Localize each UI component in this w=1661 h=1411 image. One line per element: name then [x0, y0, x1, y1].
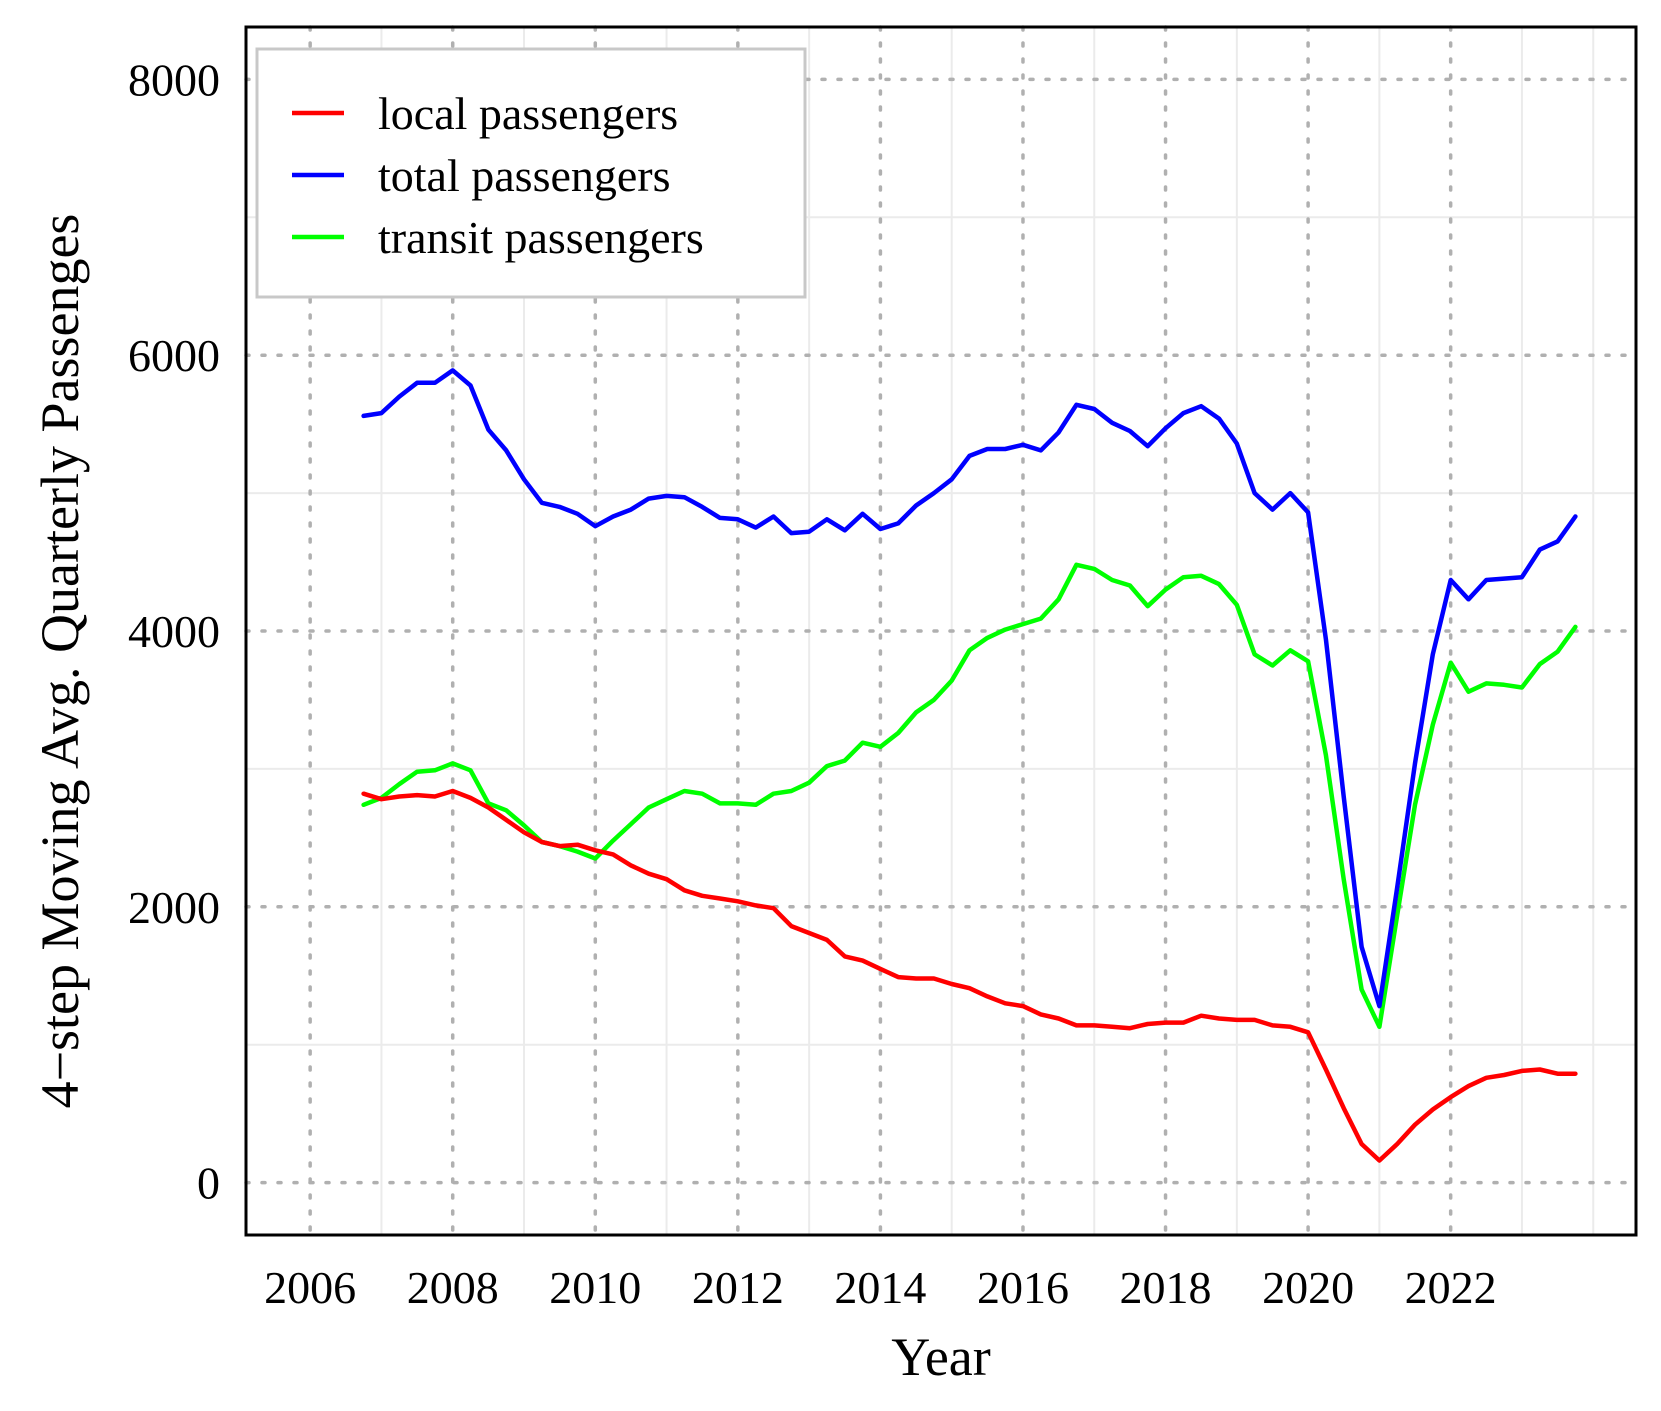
y-axis-title: 4−step Moving Avg. Quarterly Passenges — [30, 214, 90, 1109]
legend: local passengers total passengers transit … — [255, 47, 807, 299]
x-tick-label: 2006 — [264, 1262, 356, 1313]
x-tick-label: 2014 — [834, 1262, 926, 1313]
x-tick-label: 2010 — [549, 1262, 641, 1313]
x-tick-label: 2020 — [1262, 1262, 1354, 1313]
series-line-transit-passengers — [361, 562, 1578, 1030]
legend-label: transit passengers — [378, 212, 704, 263]
x-tick-label: 2016 — [977, 1262, 1069, 1313]
x-axis-title: Year — [891, 1327, 991, 1387]
series-line-local-passengers — [361, 788, 1578, 1163]
plot-frame — [244, 25, 1638, 1237]
series-line-total-passengers — [361, 368, 1578, 1009]
legend-box — [255, 47, 807, 299]
x-tick-label: 2018 — [1120, 1262, 1212, 1313]
y-tick-label: 6000 — [128, 330, 220, 381]
legend-label: local passengers — [378, 88, 678, 139]
series-lines — [361, 368, 1578, 1163]
y-tick-labels: 0 2000 4000 6000 8000 — [128, 54, 220, 1208]
x-tick-label: 2022 — [1405, 1262, 1497, 1313]
y-tick-label: 8000 — [128, 54, 220, 105]
x-tick-label: 2008 — [407, 1262, 499, 1313]
y-tick-label: 2000 — [128, 882, 220, 933]
x-tick-label: 2012 — [692, 1262, 784, 1313]
x-tick-labels: 2006 2008 2010 2012 2014 2016 2018 2020 2022 — [264, 1262, 1497, 1313]
y-tick-label: 4000 — [128, 606, 220, 657]
legend-label: total passengers — [378, 150, 671, 201]
y-tick-label: 0 — [197, 1158, 220, 1209]
